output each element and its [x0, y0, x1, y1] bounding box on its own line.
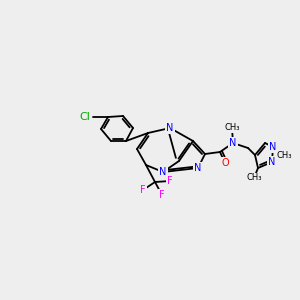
Text: F: F	[167, 176, 173, 186]
Text: O: O	[221, 158, 229, 168]
Text: N: N	[159, 167, 167, 177]
Text: N: N	[194, 163, 202, 173]
Text: N: N	[268, 157, 276, 167]
Text: CH₃: CH₃	[276, 151, 292, 160]
Text: CH₃: CH₃	[224, 124, 240, 133]
Text: CH₃: CH₃	[246, 173, 262, 182]
Text: N: N	[229, 138, 237, 148]
Text: F: F	[140, 185, 146, 195]
Text: F: F	[159, 190, 165, 200]
Text: N: N	[269, 142, 277, 152]
Text: Cl: Cl	[80, 112, 90, 122]
Text: N: N	[166, 123, 174, 133]
